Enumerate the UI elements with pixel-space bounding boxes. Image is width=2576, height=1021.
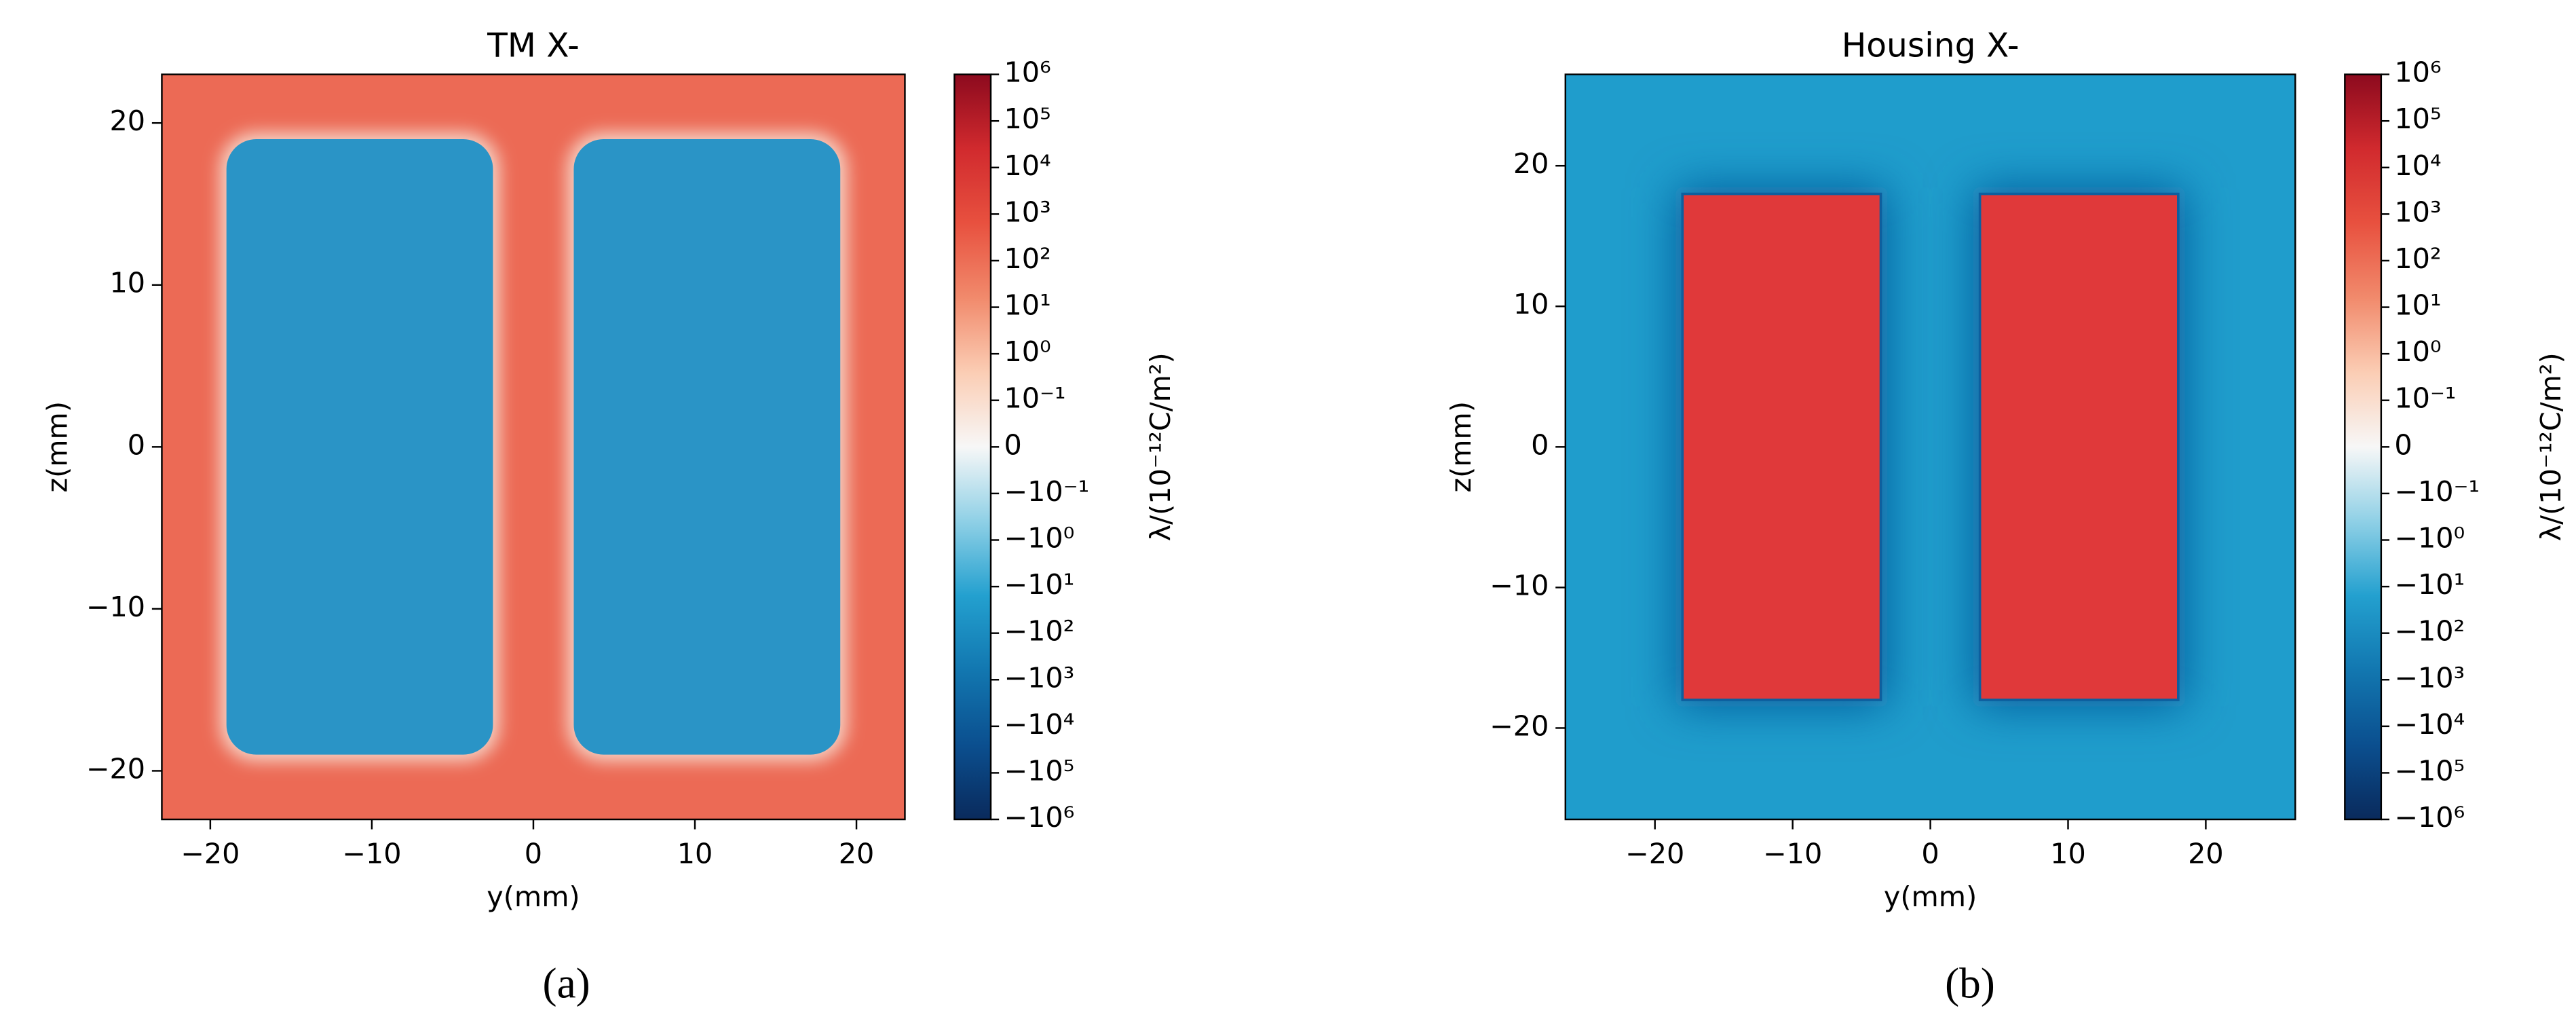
chart-title: Housing X- (1842, 27, 2020, 65)
colorbar-tick-label: −10⁴ (1004, 708, 1074, 741)
colorbar-tick-label: −10⁰ (1004, 521, 1074, 554)
colorbar-tick-label: 10⁴ (1004, 149, 1050, 182)
colorbar-tick-label: −10⁶ (2394, 801, 2465, 834)
region (226, 139, 493, 755)
colorbar-tick-label: −10⁵ (2394, 754, 2465, 787)
y-tick-label: −10 (1490, 569, 1549, 601)
heatmap-background (1565, 74, 2296, 820)
x-tick-label: −20 (181, 838, 240, 870)
colorbar-tick-label: −10⁻¹ (1004, 475, 1089, 508)
colorbar-tick-label: 10¹ (2394, 289, 2441, 322)
y-tick-label: 10 (1513, 288, 1549, 320)
colorbar-tick-label: 10³ (2394, 196, 2441, 228)
panel-label: (b) (1945, 960, 1995, 1007)
x-tick-label: −20 (1625, 838, 1684, 870)
colorbar-tick-label: 10⁵ (1004, 103, 1050, 135)
x-axis-label: y(mm) (487, 880, 580, 913)
colorbar-tick-label: 10⁴ (2394, 149, 2441, 182)
colorbar-tick-label: 0 (1004, 428, 1021, 461)
y-axis-label: z(mm) (41, 401, 74, 493)
x-tick-label: 20 (839, 838, 875, 870)
region (1681, 192, 1882, 701)
x-axis-label: y(mm) (1884, 880, 1977, 913)
y-tick-label: 0 (1531, 428, 1549, 461)
heatmap (1565, 74, 2296, 820)
colorbar-tick-label: −10⁶ (1004, 801, 1074, 834)
colorbar-tick-label: −10⁵ (1004, 754, 1074, 787)
colorbar (953, 73, 992, 821)
y-tick-label: 10 (109, 267, 145, 299)
colorbar-tick-label: −10⁴ (2394, 708, 2465, 741)
colorbar-tick-label: 10⁶ (1004, 56, 1050, 89)
region (1978, 192, 2180, 701)
colorbar-tick-label: −10² (2394, 615, 2465, 648)
colorbar-label: λ/(10⁻¹²C/m²) (1144, 352, 1177, 541)
colorbar-tick-label: 10⁻¹ (2394, 382, 2456, 415)
colorbar-tick-label: −10¹ (2394, 568, 2465, 601)
y-axis-label: z(mm) (1445, 401, 1477, 493)
colorbar-tick-label: 10⁻¹ (1004, 382, 1065, 415)
colorbar-tick-label: 10⁶ (2394, 56, 2441, 89)
x-tick-label: −10 (342, 838, 401, 870)
colorbar-tick-label: 10² (1004, 242, 1050, 275)
colorbar-tick-label: −10³ (1004, 661, 1074, 694)
y-tick-label: −20 (1490, 709, 1549, 742)
region (573, 139, 841, 755)
colorbar-tick-label: −10¹ (1004, 568, 1074, 601)
panel-label: (a) (543, 960, 590, 1007)
x-tick-label: 0 (525, 838, 542, 870)
chart-title: TM X- (487, 27, 580, 65)
colorbar-tick-label: 0 (2394, 428, 2412, 461)
colorbar-tick-label: −10⁰ (2394, 521, 2465, 554)
y-tick-label: 0 (128, 428, 145, 461)
colorbar-tick-label: 10⁵ (2394, 103, 2441, 135)
colorbar-tick-label: −10⁻¹ (2394, 475, 2480, 508)
colorbar-tick-label: 10² (2394, 242, 2441, 275)
y-tick-label: 20 (1513, 147, 1549, 180)
colorbar (2344, 73, 2383, 821)
heatmap (162, 74, 905, 820)
x-tick-label: 20 (2188, 838, 2224, 870)
colorbar-tick-label: −10² (1004, 615, 1074, 648)
x-tick-label: 0 (1921, 838, 1939, 870)
colorbar-tick-label: −10³ (2394, 661, 2465, 694)
colorbar-label: λ/(10⁻¹²C/m²) (2535, 352, 2567, 541)
x-tick-label: 10 (2050, 838, 2086, 870)
y-tick-label: −10 (86, 591, 145, 623)
colorbar-tick-label: 10¹ (1004, 289, 1050, 322)
colorbar-tick-label: 10⁰ (1004, 335, 1050, 368)
x-tick-label: 10 (677, 838, 713, 870)
y-tick-label: 20 (109, 105, 145, 137)
colorbar-tick-label: 10³ (1004, 196, 1050, 228)
x-tick-label: −10 (1763, 838, 1822, 870)
y-tick-label: −20 (86, 752, 145, 785)
colorbar-tick-label: 10⁰ (2394, 335, 2441, 368)
